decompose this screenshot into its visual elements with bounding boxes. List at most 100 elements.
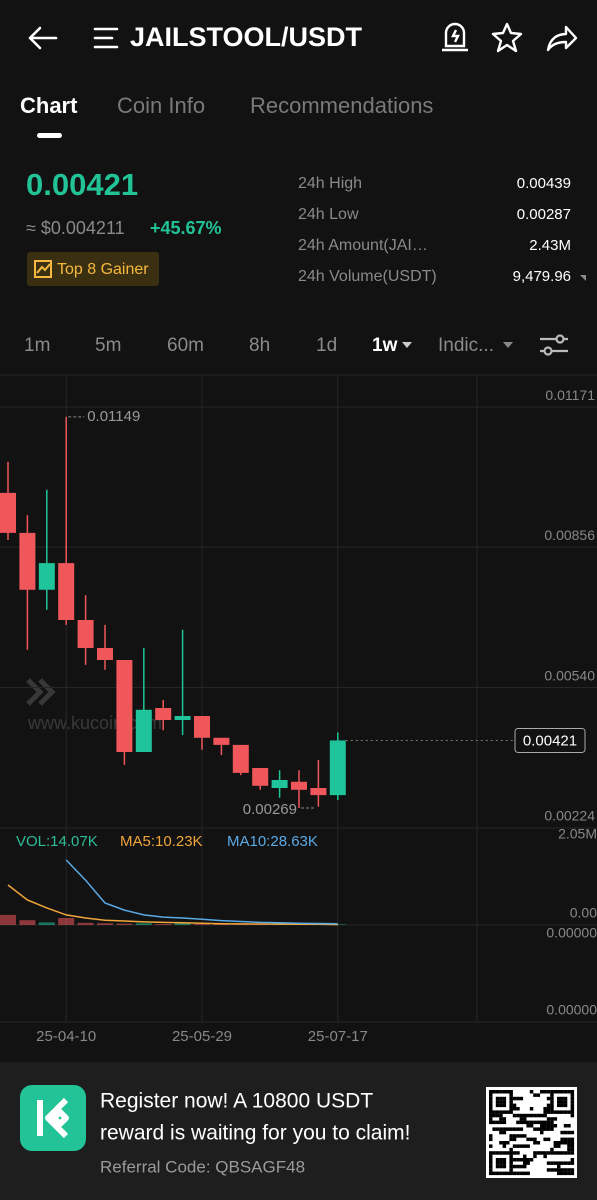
interval-option[interactable]: 1w [372, 335, 398, 356]
qr-module [502, 1127, 507, 1131]
qr-module [560, 1103, 564, 1108]
qr-module [557, 1168, 561, 1172]
qr-module [540, 1090, 544, 1094]
qr-module [536, 1127, 541, 1131]
interval-option[interactable]: 60m [167, 335, 204, 356]
qr-module [557, 1164, 561, 1169]
qr-module [509, 1147, 513, 1152]
qr-module [563, 1110, 568, 1114]
qr-module [570, 1147, 575, 1152]
volume-bar [194, 924, 210, 925]
candle-body [116, 660, 133, 752]
last-price-box [514, 727, 586, 753]
qr-module [570, 1137, 575, 1142]
qr-module [509, 1127, 513, 1131]
qr-module [523, 1161, 527, 1165]
qr-module [495, 1161, 500, 1165]
candle-body [155, 708, 172, 720]
qr-module [550, 1168, 554, 1172]
qr-module [560, 1141, 564, 1145]
qr-module [567, 1147, 571, 1152]
qr-module [506, 1141, 510, 1145]
badge[interactable] [27, 252, 159, 286]
interval-option[interactable]: 1m [24, 335, 50, 356]
low-annotation: 0.00269 [243, 801, 297, 818]
menu-button[interactable] [93, 27, 119, 49]
qr-module [519, 1144, 524, 1148]
volume-bar [77, 922, 94, 925]
y-tick-label: 0.01171 [545, 387, 595, 403]
qr-module [570, 1171, 575, 1176]
qr-module [546, 1117, 551, 1121]
qr-module [495, 1127, 500, 1131]
qr-module [560, 1161, 564, 1165]
qr-module [550, 1100, 554, 1104]
qr-module [570, 1096, 575, 1101]
qr-module [560, 1096, 564, 1101]
qr-module [567, 1151, 571, 1155]
qr-module [557, 1110, 561, 1114]
qr-module [495, 1113, 500, 1118]
favorite-button[interactable] [491, 22, 523, 53]
qr-module [512, 1103, 517, 1108]
qr-module [540, 1120, 544, 1125]
qr-module [519, 1117, 524, 1121]
qr-module [512, 1127, 517, 1131]
qr-module [546, 1107, 551, 1111]
tab[interactable]: Chart [20, 93, 78, 118]
interval-option[interactable]: 5m [95, 335, 121, 356]
alert-button[interactable] [442, 22, 468, 52]
candle-body [310, 788, 327, 796]
dropdown-icon [402, 342, 412, 348]
interval-option[interactable]: 1d [316, 335, 337, 356]
qr-module [499, 1127, 503, 1131]
settings-knob [555, 334, 565, 344]
qr-module [546, 1137, 551, 1142]
chart: 0.01171 0.00856 0.00540 0.00224 2.05M 25-04-1… [0, 376, 597, 1045]
candle-body [232, 744, 249, 773]
back-button[interactable] [28, 26, 58, 50]
qr-module [516, 1158, 520, 1162]
qr-module [533, 1154, 537, 1159]
qr-module [550, 1110, 554, 1114]
qr-module [516, 1164, 520, 1169]
share-button[interactable] [546, 25, 578, 52]
qr-module [516, 1127, 520, 1131]
qr-module [533, 1120, 537, 1125]
qr-module [499, 1120, 503, 1125]
qr-module [557, 1171, 561, 1176]
qr-module [557, 1141, 561, 1145]
qr-module [570, 1103, 575, 1108]
qr-module [553, 1124, 558, 1128]
qr-module [492, 1113, 496, 1118]
qr-module [509, 1171, 513, 1176]
qr-module [567, 1130, 571, 1135]
qr-module [553, 1144, 558, 1148]
qr-module [489, 1151, 493, 1155]
banner-text: reward is waiting for you to claim! [100, 1122, 410, 1145]
qr-module [546, 1090, 551, 1094]
qr-module [509, 1096, 513, 1101]
tab-indicator [37, 133, 62, 138]
qr-module [557, 1100, 561, 1104]
qr-module [560, 1130, 564, 1135]
qr-module [512, 1144, 517, 1148]
interval-option[interactable]: Indic... [438, 335, 494, 356]
candle-body [77, 620, 94, 648]
interval-option[interactable]: 8h [249, 335, 270, 356]
tab[interactable]: Recommendations [250, 93, 433, 118]
qr-module [499, 1141, 503, 1145]
qr-module [536, 1113, 541, 1118]
settings-knob [543, 346, 553, 356]
x-tick-label: 25-04-10 [36, 1028, 96, 1045]
tab[interactable]: Coin Info [117, 93, 205, 118]
alert-icon [442, 22, 468, 52]
stat-label: 24h High [298, 175, 362, 192]
qr-module [543, 1137, 547, 1142]
qr-module [502, 1103, 507, 1108]
qr-module [492, 1110, 496, 1114]
chart-settings-button[interactable] [540, 334, 568, 356]
qr-module [546, 1103, 551, 1108]
badge-text: Top 8 Gainer [57, 261, 149, 278]
qr-module [502, 1158, 507, 1162]
